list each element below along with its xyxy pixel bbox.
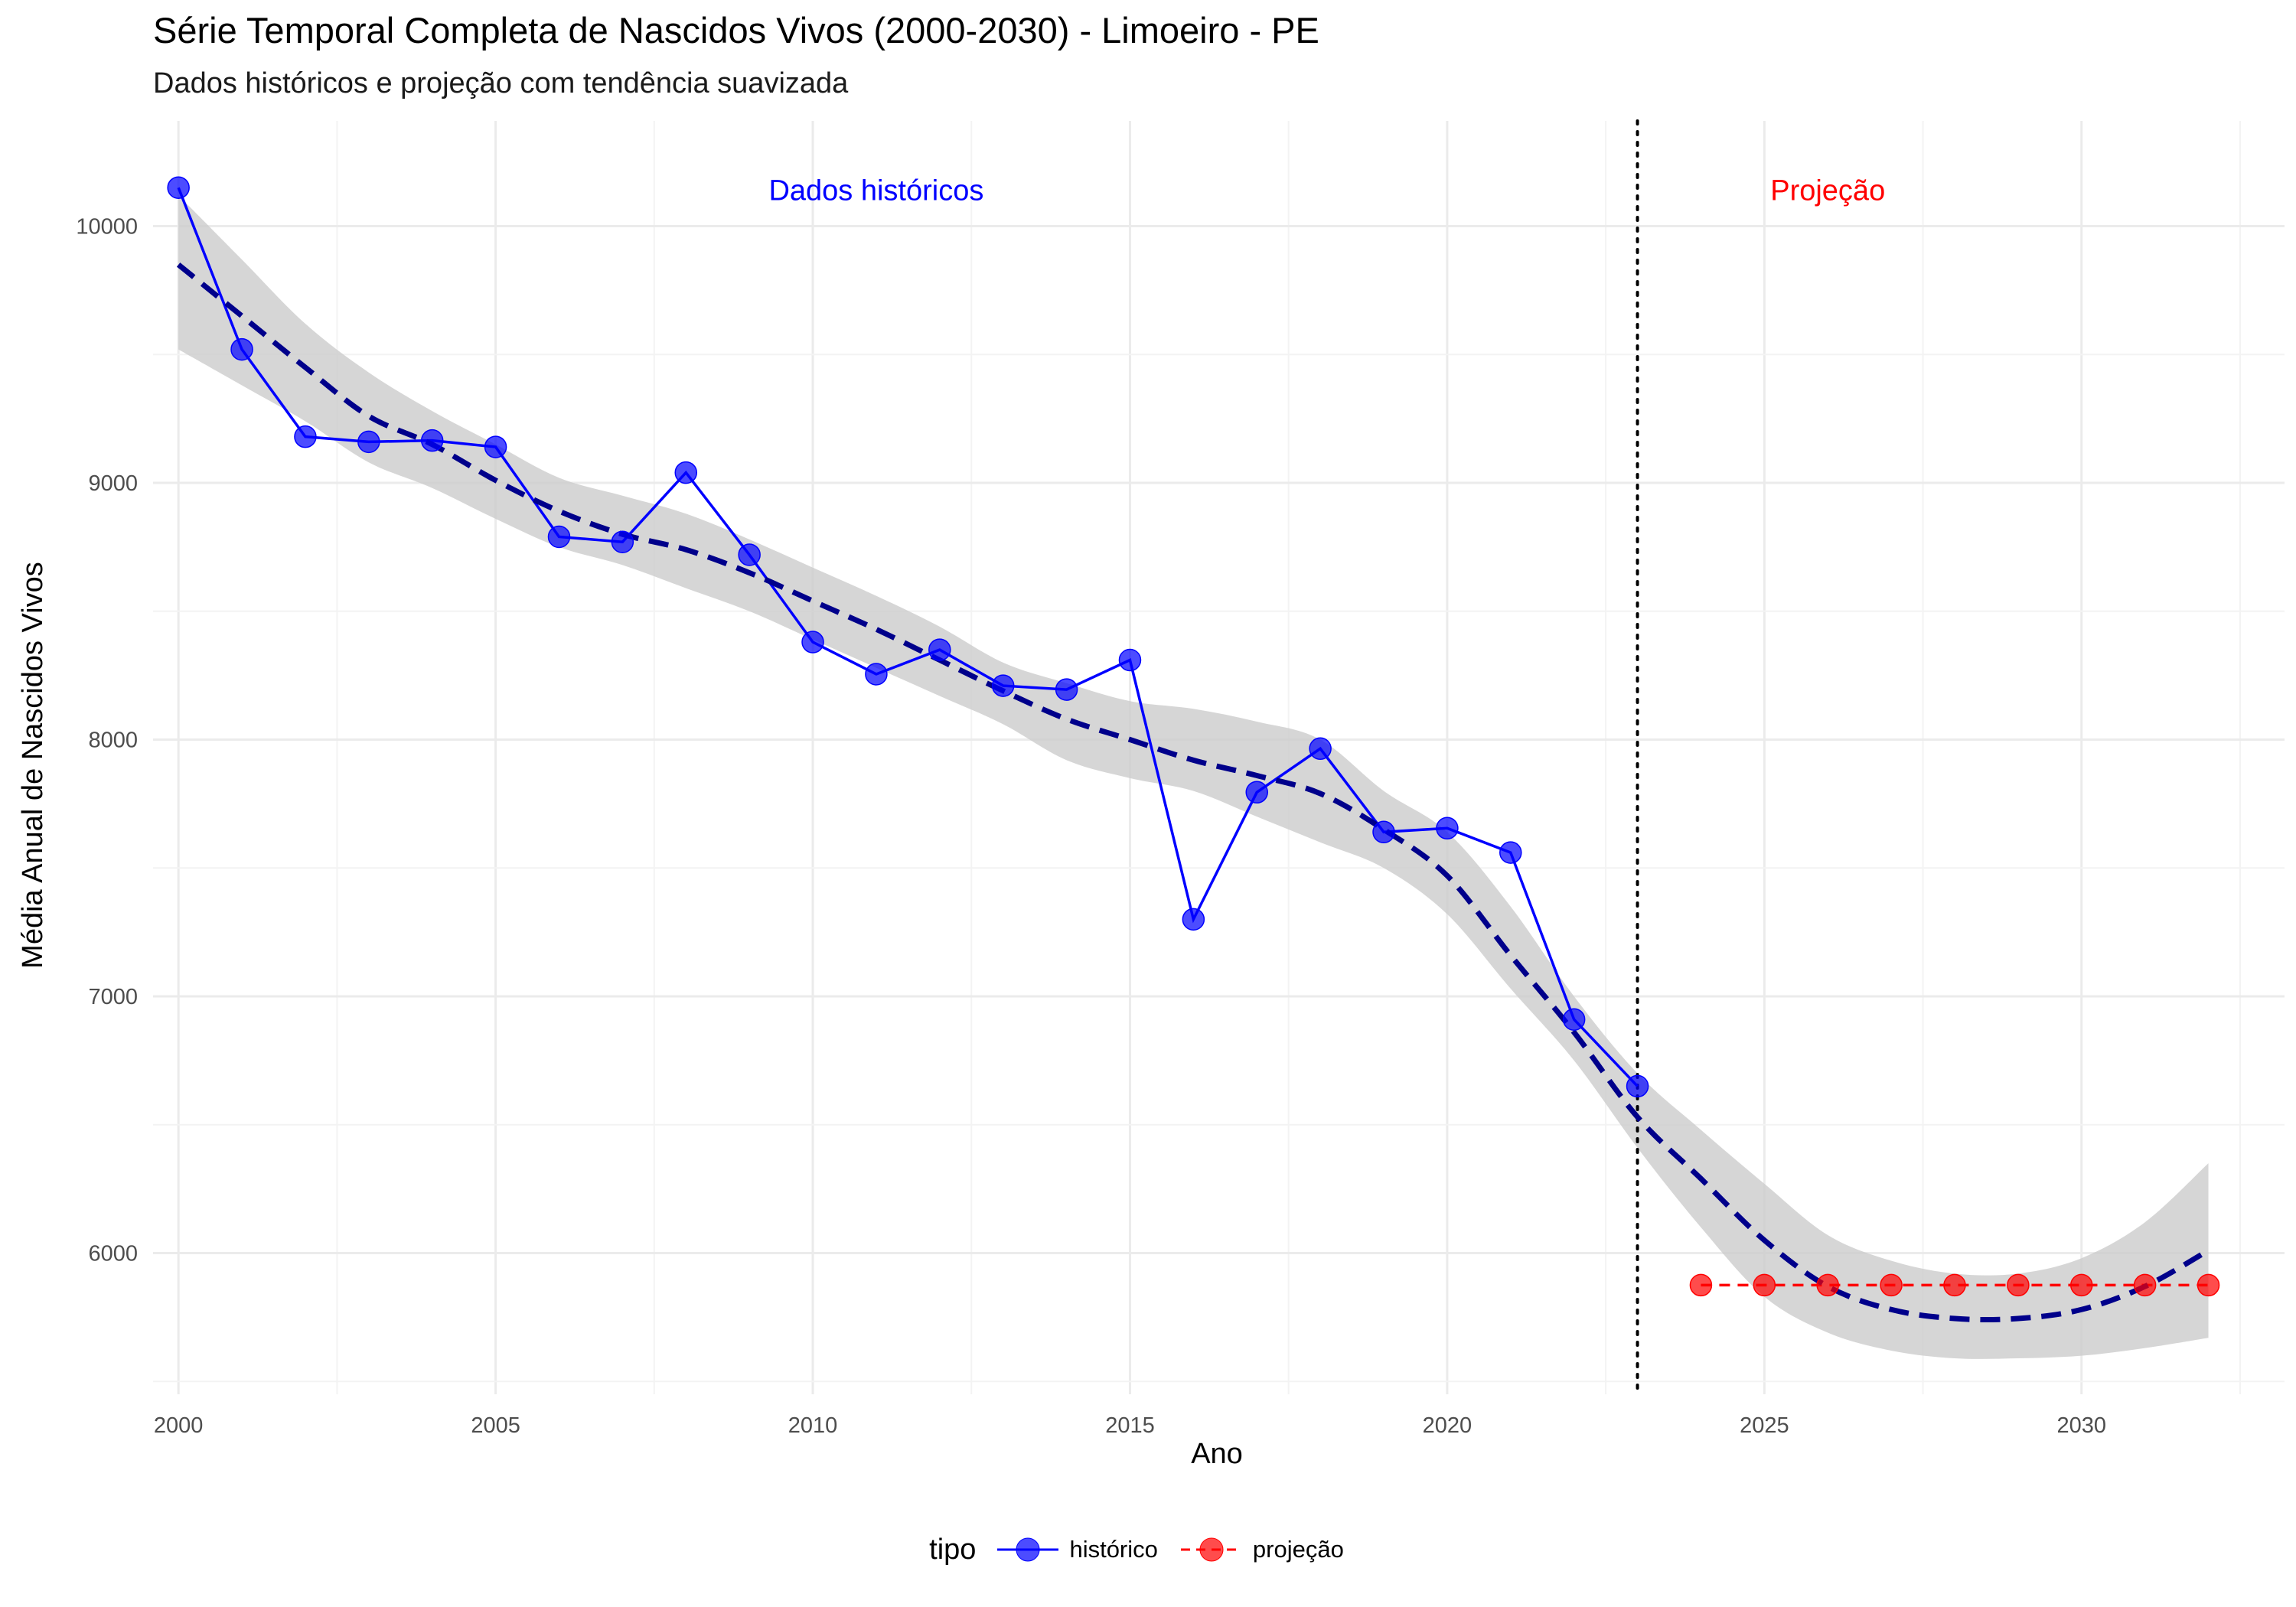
legend: tipo histórico projeção — [0, 1523, 2296, 1576]
y-tick-label: 6000 — [88, 1241, 138, 1266]
x-axis-ticks: 2000 2005 2010 2015 2020 2025 2030 — [154, 1413, 2106, 1438]
region-label-0: Dados históricos — [768, 175, 983, 207]
y-axis-title: Média Anual de Nascidos Vivos — [17, 562, 49, 969]
data-point-historico — [738, 543, 761, 566]
data-point-historico — [865, 663, 888, 686]
legend-label-projecao: projeção — [1252, 1536, 1344, 1563]
data-point-historico — [1436, 817, 1459, 840]
x-tick-label: 2010 — [788, 1413, 838, 1438]
confidence-band — [178, 195, 2209, 1359]
data-point-projecao — [1880, 1273, 1903, 1297]
trend-smooth-line — [176, 262, 2210, 1322]
x-tick-label: 2015 — [1105, 1413, 1155, 1438]
data-point-projecao — [2197, 1273, 2220, 1297]
data-point-historico — [611, 530, 634, 553]
data-point-historico — [674, 461, 697, 484]
legend-label-historico: histórico — [1069, 1536, 1158, 1563]
data-point-projecao — [1689, 1273, 1713, 1297]
y-tick-label: 8000 — [88, 729, 138, 753]
y-tick-label: 10000 — [76, 215, 138, 240]
data-point-historico — [1245, 781, 1268, 804]
data-point-historico — [1626, 1074, 1649, 1098]
data-point-historico — [801, 631, 824, 654]
data-point-historico — [1309, 737, 1332, 761]
data-point-projecao — [1816, 1273, 1839, 1297]
legend-item-projecao: projeção — [1180, 1534, 1344, 1565]
data-point-historico — [1118, 648, 1142, 672]
data-point-projecao — [2070, 1273, 2093, 1297]
data-point-projecao — [2007, 1273, 2030, 1297]
chart-title: Série Temporal Completa de Nascidos Vivo… — [153, 10, 1319, 51]
data-point-projecao — [2133, 1273, 2157, 1297]
x-tick-label: 2030 — [2057, 1413, 2107, 1438]
data-point-historico — [167, 176, 190, 199]
data-points — [167, 176, 2220, 1297]
y-tick-label: 9000 — [88, 471, 138, 496]
legend-key-projecao — [1180, 1537, 1242, 1562]
x-tick-label: 2005 — [471, 1413, 520, 1438]
data-point-historico — [484, 435, 507, 458]
legend-item-historico: histórico — [997, 1534, 1158, 1565]
data-point-historico — [1182, 908, 1205, 931]
confidence-ribbon — [178, 195, 2209, 1359]
region-annotations: Dados históricos Projeção — [768, 175, 1885, 207]
x-axis-title: Ano — [1191, 1438, 1243, 1470]
data-point-projecao — [1753, 1273, 1776, 1297]
x-tick-label: 2025 — [1740, 1413, 1789, 1438]
data-point-historico — [294, 425, 317, 448]
y-axis-ticks: 6000 7000 8000 9000 10000 — [76, 215, 138, 1266]
data-point-historico — [1055, 678, 1078, 701]
legend-key-historico — [997, 1537, 1059, 1562]
data-point-historico — [1372, 820, 1395, 844]
data-point-historico — [1499, 841, 1522, 864]
data-point-historico — [991, 674, 1015, 697]
data-point-historico — [420, 429, 444, 452]
x-tick-label: 2020 — [1423, 1413, 1473, 1438]
legend-title: tipo — [929, 1533, 977, 1566]
data-point-historico — [1562, 1008, 1586, 1031]
data-point-historico — [928, 638, 951, 661]
region-label-1: Projeção — [1770, 175, 1885, 207]
y-tick-label: 7000 — [88, 985, 138, 1009]
trend-line — [176, 262, 2210, 1322]
data-point-projecao — [1943, 1273, 1966, 1297]
data-point-historico — [230, 337, 253, 361]
data-point-historico — [547, 525, 571, 549]
data-point-historico — [357, 430, 380, 454]
chart-subtitle: Dados históricos e projeção com tendênci… — [153, 67, 849, 99]
x-tick-label: 2000 — [154, 1413, 204, 1438]
